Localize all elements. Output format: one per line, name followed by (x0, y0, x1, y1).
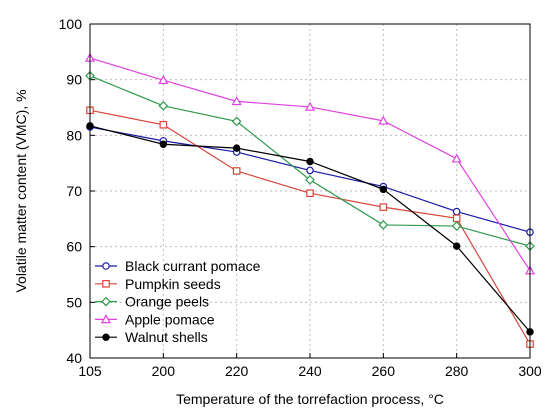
legend-label: Apple pomace (125, 311, 215, 327)
legend-item: Pumpkin seeds (95, 276, 221, 292)
x-axis-title: Temperature of the torrefaction process,… (176, 391, 444, 407)
y-tick-label: 50 (66, 294, 82, 310)
y-tick-label: 60 (66, 239, 82, 255)
x-tick-label: 300 (518, 363, 542, 379)
legend-item: Black currant pomace (95, 258, 261, 274)
data-point (304, 101, 316, 111)
legend-label: Pumpkin seeds (125, 276, 221, 292)
series-4 (84, 52, 536, 275)
legend-label: Walnut shells (125, 329, 208, 345)
data-point (452, 214, 461, 223)
data-point (306, 166, 314, 175)
x-tick-label: 200 (152, 363, 176, 379)
data-point (305, 175, 315, 185)
legend-marker (100, 314, 112, 324)
data-point (158, 74, 169, 85)
data-point (306, 157, 314, 166)
legend-marker (102, 333, 110, 341)
x-tick-label: 260 (372, 363, 396, 379)
data-point (159, 120, 168, 129)
y-tick-label: 40 (66, 350, 82, 366)
data-point (451, 153, 462, 163)
data-point (378, 220, 389, 230)
legend-marker (101, 296, 111, 307)
data-point (159, 140, 168, 148)
data-point (232, 167, 241, 175)
y-tick-label: 80 (66, 127, 82, 143)
data-point (231, 116, 242, 127)
series-3 (85, 70, 535, 251)
x-tick-label: 220 (225, 363, 249, 379)
data-point (306, 189, 314, 198)
x-tick-label: 280 (445, 363, 469, 379)
y-axis-title: Volatile matter content (VMC), % (13, 89, 29, 292)
legend: Black currant pomace Pumpkin seeds Orange … (95, 258, 261, 345)
legend-marker (102, 262, 110, 270)
data-point (379, 185, 388, 194)
y-tick-label: 70 (66, 183, 82, 199)
plot-frame (89, 23, 531, 359)
y-tick-label: 100 (59, 16, 83, 32)
legend-label: Orange peels (125, 294, 209, 310)
legend-item: Apple pomace (95, 311, 215, 327)
data-point (231, 96, 242, 106)
y-tick-label: 90 (66, 72, 82, 88)
data-point (452, 242, 461, 250)
data-point (451, 221, 462, 231)
legend-label: Black currant pomace (125, 258, 261, 274)
x-tick-label: 240 (298, 363, 322, 379)
data-point (232, 144, 241, 152)
data-point (452, 207, 461, 216)
legend-item: Orange peels (95, 294, 209, 310)
data-point (158, 100, 169, 111)
legend-item: Walnut shells (95, 329, 208, 345)
legend-marker (102, 280, 110, 288)
x-tick-label: 105 (78, 363, 102, 379)
data-point (378, 115, 389, 125)
data-point (379, 203, 388, 211)
